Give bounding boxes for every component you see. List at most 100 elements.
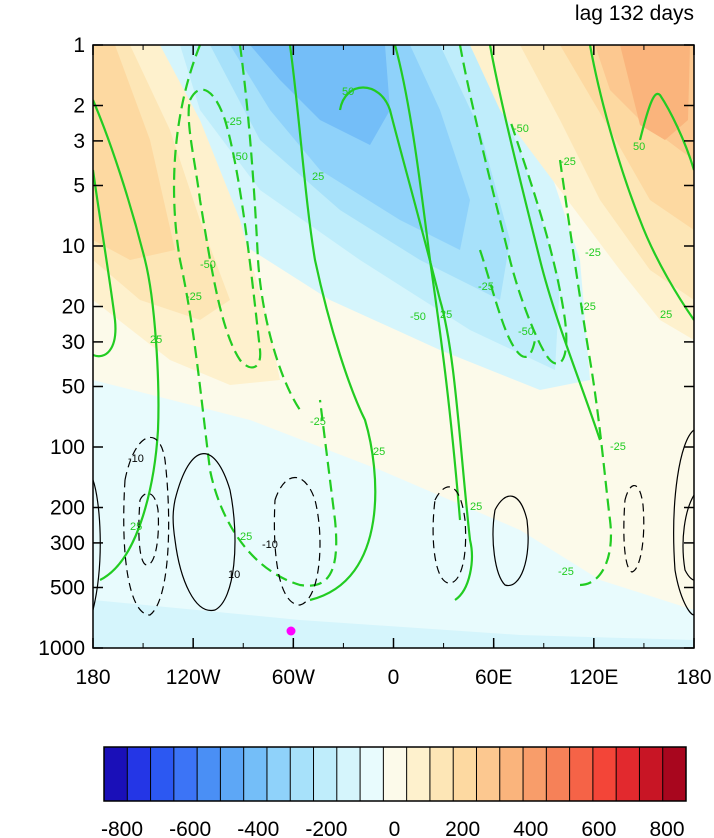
- colorbar-frame: [103, 746, 687, 802]
- contour-label: -50: [232, 151, 248, 163]
- colorbar-bin: [592, 747, 617, 801]
- contour-label: 10: [228, 569, 240, 581]
- shading-orange-w3: [93, 45, 175, 260]
- colorbar-bin: [313, 747, 338, 801]
- contour-label: -25: [558, 566, 574, 578]
- contour-label: -50: [200, 259, 216, 271]
- colorbar-bin: [150, 747, 175, 801]
- contour-label: 25: [150, 334, 162, 346]
- colorbar-bin: [360, 747, 384, 801]
- chart-title: lag 132 days: [575, 2, 694, 25]
- contour-label: -50: [513, 123, 529, 135]
- x-tick-label: 180: [75, 666, 110, 689]
- shading-blue-5: [250, 45, 390, 145]
- colorbar-label: -800: [101, 818, 143, 838]
- contour-label: -25: [580, 301, 596, 313]
- colorbar-bin: [243, 747, 268, 801]
- colorbar-bin: [546, 747, 571, 801]
- y-tick-label: 30: [62, 331, 85, 354]
- colorbar-bin: [453, 747, 477, 801]
- x-tick-label: 120W: [166, 666, 221, 689]
- colorbar-bin: [616, 747, 640, 801]
- colorbar-bin: [429, 747, 454, 801]
- x-tick-label: 120E: [569, 666, 618, 689]
- contour-label: 25: [470, 501, 482, 513]
- y-tick-label: 1: [73, 34, 85, 57]
- y-tick-label: 200: [50, 497, 85, 520]
- contour-label: 25: [130, 521, 142, 533]
- y-tick-label: 300: [50, 532, 85, 555]
- contour-label: 25: [440, 309, 452, 321]
- colorbar-bin: [406, 747, 431, 801]
- contour-label: -25: [310, 416, 326, 428]
- x-tick-label: 60W: [272, 666, 315, 689]
- contour-label: -25: [610, 441, 626, 453]
- green-dashed-contours: [172, 45, 613, 587]
- colorbar-bin: [266, 747, 291, 801]
- contour-label: 50: [342, 86, 354, 98]
- y-tick-label: 2: [73, 95, 85, 118]
- colorbar-bin: [639, 747, 664, 801]
- colorbar-bin: [290, 747, 315, 801]
- contour-labels-black: -10 -10 10: [128, 453, 278, 581]
- x-tick-label: 0: [388, 666, 400, 689]
- colorbar-label: -600: [169, 818, 211, 838]
- contour-label: -25: [226, 116, 242, 128]
- location-marker: [286, 626, 296, 636]
- colorbar-bin: [383, 747, 408, 801]
- plot-area: 25 25 25 -25 -25 -50 -50 -25 -25 25 -25 …: [93, 45, 694, 648]
- y-tick-label: 20: [62, 296, 85, 319]
- colorbar-label: 0: [389, 818, 401, 838]
- y-tick-label: 3: [73, 130, 85, 153]
- contour-label: 25: [373, 446, 385, 458]
- y-tick-label: 1000: [38, 637, 85, 660]
- y-tick-label: 500: [50, 576, 85, 599]
- colorbar-bin: [523, 747, 547, 801]
- y-tick-label: 10: [62, 235, 85, 258]
- y-tick-label: 5: [73, 174, 85, 197]
- contour-label: -50: [518, 326, 534, 338]
- colorbar-bin: [127, 747, 152, 801]
- green-contours: [93, 45, 694, 602]
- x-tick-label: 180: [676, 666, 711, 689]
- contour-labels-green: 25 25 25 -25 -25 -50 -50 -25 -25 25 -25 …: [130, 86, 672, 578]
- colorbar-bin: [104, 747, 128, 801]
- contour-label: 25: [660, 309, 672, 321]
- y-tick-label: 50: [62, 375, 85, 398]
- contour-label: -50: [410, 311, 426, 323]
- colorbar-bin: [499, 747, 524, 801]
- black-contours: [93, 429, 694, 616]
- shading-near-surface: [93, 600, 694, 648]
- y-axis: 1 2 3 5 10 20 30 50 100 200 300 500 1000: [38, 34, 694, 660]
- colorbar-label: 400: [513, 818, 548, 838]
- contour-label: -10: [262, 539, 278, 551]
- x-axis: 180 120W 60W 0 60E 120E 180: [75, 45, 712, 689]
- shading-low-blue: [93, 380, 694, 648]
- contour-label: 25: [240, 531, 252, 543]
- colorbar-label: -200: [305, 818, 347, 838]
- colorbar-bin: [569, 747, 594, 801]
- colorbar-bin: [662, 747, 687, 801]
- colorbar-label: 800: [649, 818, 684, 838]
- colorbar-bin: [197, 747, 221, 801]
- colorbar-bin: [220, 747, 245, 801]
- contour-label: 25: [312, 171, 324, 183]
- shading-blue-4: [230, 45, 470, 250]
- colorbar-bin: [336, 747, 361, 801]
- black-dashed-contours: [123, 436, 645, 616]
- contour-label: -25: [186, 291, 202, 303]
- contour-label: -25: [478, 281, 494, 293]
- contour-label: -25: [585, 247, 601, 259]
- colorbar-label: 200: [445, 818, 480, 838]
- colorbar-label: -400: [237, 818, 279, 838]
- contour-label: -10: [128, 453, 144, 465]
- colorbar-bin: [173, 747, 198, 801]
- x-tick-label: 60E: [475, 666, 512, 689]
- colorbar-label: 600: [581, 818, 616, 838]
- contour-label: -25: [560, 156, 576, 168]
- colorbar: -800 -600 -400 -200 0 200 400 600 800: [101, 746, 687, 838]
- y-tick-label: 100: [50, 436, 85, 459]
- colorbar-bin: [476, 747, 501, 801]
- contour-label: 50: [633, 141, 645, 153]
